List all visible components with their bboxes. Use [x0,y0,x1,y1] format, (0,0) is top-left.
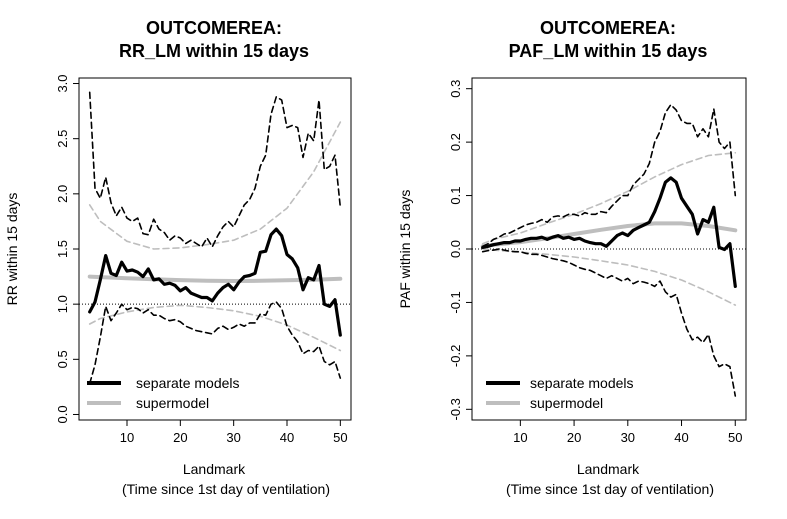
chart-title-line1: OUTCOMEREA: [540,18,676,38]
x-tick-label: 40 [674,430,688,445]
y-tick-label: 3.0 [55,74,70,92]
chart-title-line2: PAF_LM within 15 days [509,41,708,61]
legend-label-separate-models: separate models [530,375,634,391]
x-tick-label: 50 [333,430,347,445]
series-supermodel-lower-ci [88,304,342,352]
series-separate-models-lower-ci [88,301,342,385]
chart-title-line1: OUTCOMEREA: [146,18,282,38]
x-tick-label: 10 [120,430,134,445]
y-tick-label: 0.2 [448,133,463,151]
series-separate-models [88,227,342,337]
x-tick-label: 20 [567,430,581,445]
y-tick-label: -0.2 [448,345,463,367]
legend-label-supermodel: supermodel [530,395,603,411]
plot-frame [78,77,352,421]
series-separate-models-upper-ci [481,103,737,248]
legend-label-separate-models: separate models [136,375,240,391]
x-tick-label: 40 [280,430,294,445]
x-axis-sublabel: (Time since 1st day of ventilation) [122,481,330,497]
y-tick-label: -0.3 [448,398,463,420]
rr-panel: OUTCOMEREA: RR_LM within 15 days Landmar… [4,18,352,497]
series-supermodel [87,274,343,283]
y-tick-label: 1.5 [55,240,70,258]
series-supermodel-upper-ci [481,152,737,245]
y-tick-label: 0.3 [448,80,463,98]
y-tick-label: 1.0 [55,295,70,313]
series-separate-models-lower-ci [481,248,737,397]
legend-label-supermodel: supermodel [136,395,209,411]
series-separate-models-upper-ci [88,91,342,248]
y-tick-label: 0.0 [55,405,70,423]
y-tick-label: 0.5 [55,350,70,368]
plot-frame [471,77,747,421]
x-axis-sublabel: (Time since 1st day of ventilation) [506,481,714,497]
y-axis-label: RR within 15 days [4,193,20,306]
y-axis-label: PAF within 15 days [397,190,413,309]
y-tick-label: 0.0 [448,240,463,258]
y-tick-label: 2.5 [55,130,70,148]
series-supermodel-upper-ci [88,121,342,250]
paf-panel: OUTCOMEREA: PAF_LM within 15 days Landma… [397,18,747,497]
y-tick-label: 2.0 [55,185,70,203]
x-tick-label: 30 [226,430,240,445]
x-tick-label: 20 [173,430,187,445]
x-tick-label: 10 [513,430,527,445]
x-axis-label: Landmark [183,461,246,477]
x-axis-label: Landmark [577,461,640,477]
chart-title-line2: RR_LM within 15 days [119,41,309,61]
x-tick-label: 50 [728,430,742,445]
y-tick-label: 0.1 [448,187,463,205]
series-supermodel-lower-ci [481,248,737,306]
series-separate-models [481,176,737,288]
x-tick-label: 30 [621,430,635,445]
y-tick-label: -0.1 [448,291,463,313]
